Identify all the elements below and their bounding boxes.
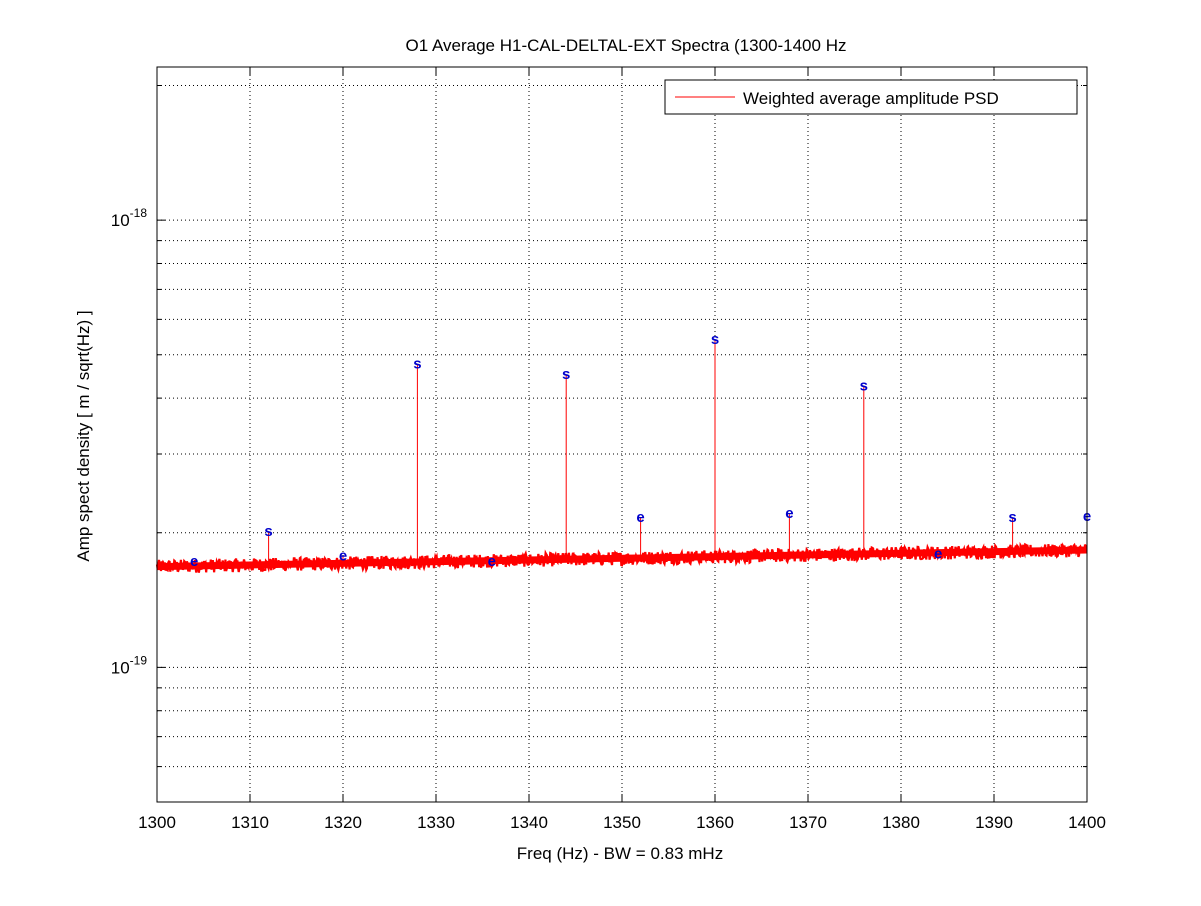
x-tick-label: 1300 [138,813,176,832]
line-marker-label: s [562,366,570,383]
x-tick-label: 1400 [1068,813,1106,832]
line-marker-label: s [264,523,272,540]
line-marker-label: s [413,356,421,373]
line-marker-label: s [1008,509,1016,526]
grid-layer [157,67,1087,802]
line-marker-label: e [785,505,793,522]
x-tick-label: 1350 [603,813,641,832]
x-tick-label: 1380 [882,813,920,832]
x-tick-label: 1320 [324,813,362,832]
x-tick-label: 1370 [789,813,827,832]
x-tick-label: 1310 [231,813,269,832]
x-tick-label: 1340 [510,813,548,832]
chart-title: O1 Average H1-CAL-DELTAL-EXT Spectra (13… [406,36,847,55]
y-tick-label: 10-18 [111,206,148,230]
legend: Weighted average amplitude PSD [664,79,1078,115]
x-axis-label: Freq (Hz) - BW = 0.83 mHz [517,844,723,863]
line-marker-label: e [488,553,496,570]
line-marker-label: e [190,553,198,570]
line-marker-label: s [860,377,868,394]
x-tick-label: 1390 [975,813,1013,832]
y-axis-label: Amp spect density [ m / sqrt(Hz) ] [74,310,93,561]
line-marker-label: e [934,545,942,562]
x-tick-label: 1360 [696,813,734,832]
legend-entry-label: Weighted average amplitude PSD [743,89,999,108]
tick-layer: 1300 1310 1320 1330 1340 1350 1360 1370 1380 1390… [111,67,1106,832]
line-marker-label: e [339,547,347,564]
psd-baseline-band [156,546,1088,571]
y-tick-label: 10-19 [111,653,148,677]
line-marker-label: s [711,331,719,348]
x-tick-label: 1330 [417,813,455,832]
line-marker-label: e [636,509,644,526]
